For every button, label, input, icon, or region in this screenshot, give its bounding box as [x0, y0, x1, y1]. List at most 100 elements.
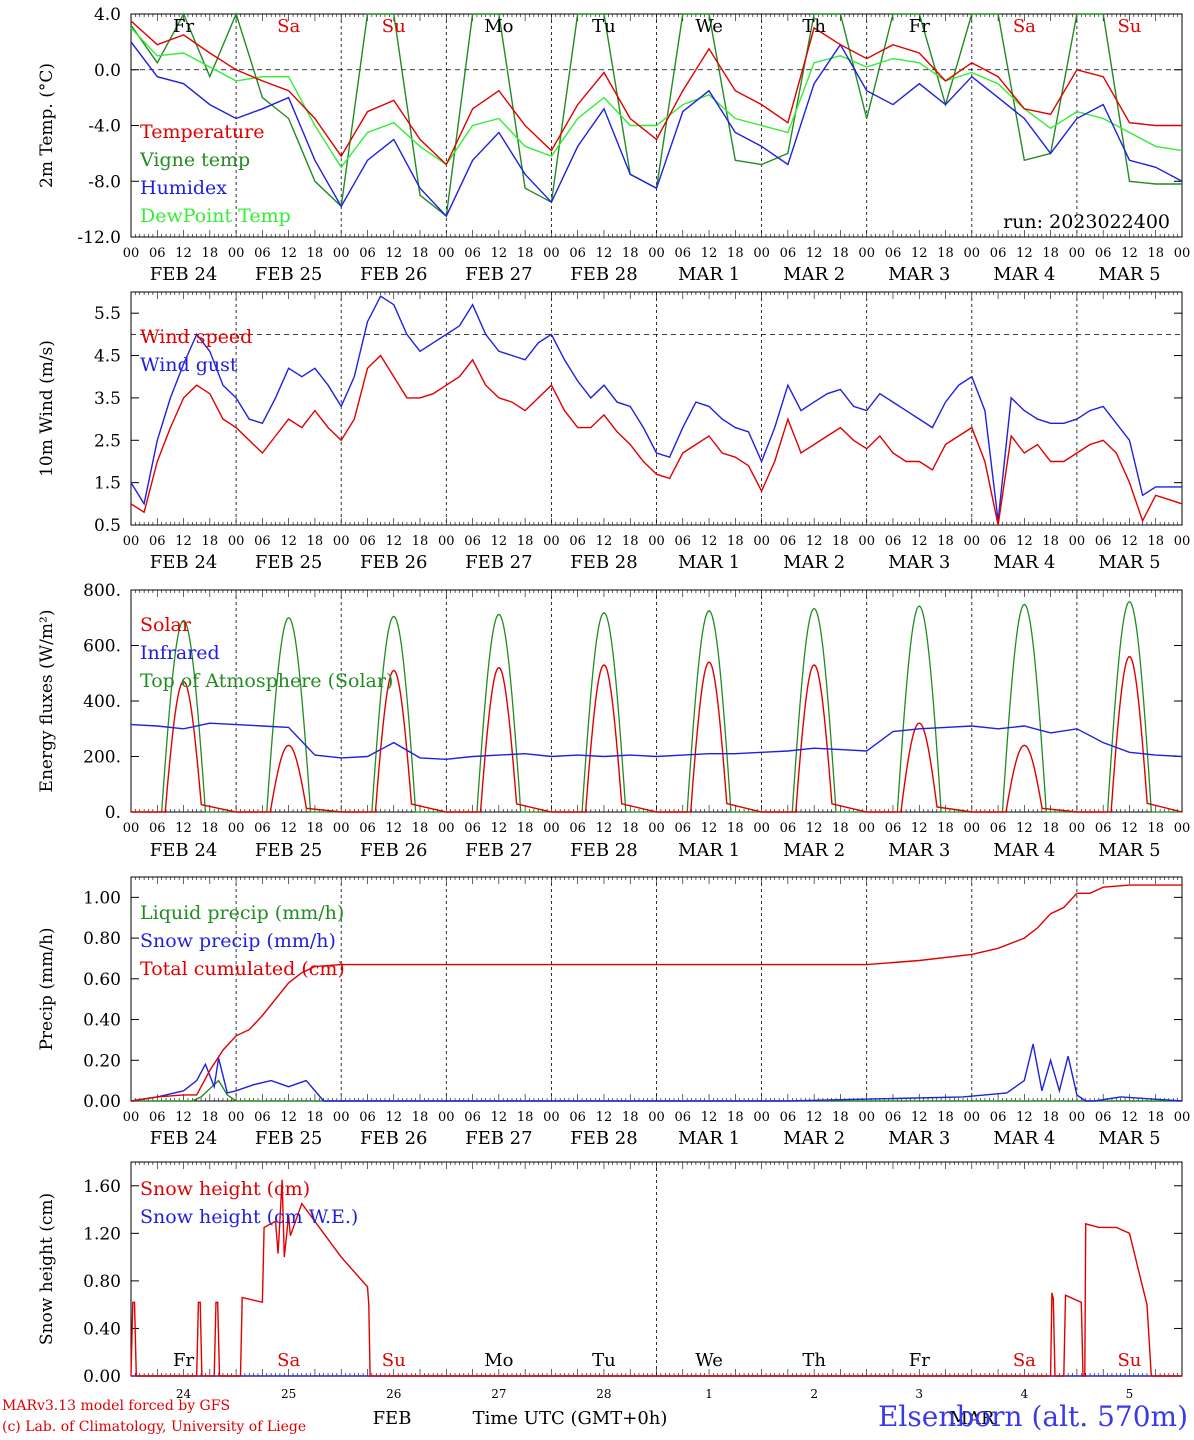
hour-tick-label: 06	[359, 534, 376, 549]
hour-tick-label: 06	[780, 534, 797, 549]
hour-tick-label: 18	[202, 246, 219, 261]
date-label: MAR 3	[888, 552, 950, 573]
legend-liquid-precip-mm-h: Liquid precip (mm/h)	[140, 902, 344, 924]
y-tick-label: 0.0	[94, 61, 121, 81]
hour-tick-label: 12	[596, 246, 613, 261]
hour-tick-label: 12	[1016, 821, 1033, 836]
hour-tick-label: 06	[885, 534, 902, 549]
hour-tick-label: 00	[753, 534, 770, 549]
hour-tick-label: 00	[648, 534, 665, 549]
hour-tick-label: 00	[1174, 246, 1191, 261]
hour-tick-label: 06	[780, 821, 797, 836]
y-tick-label: 400.	[83, 692, 121, 712]
date-label: FEB 27	[465, 1128, 532, 1149]
hour-tick-label: 18	[1042, 821, 1059, 836]
hour-tick-label: 06	[990, 534, 1007, 549]
hour-tick-label: 06	[254, 1110, 271, 1125]
date-label: FEB 28	[570, 264, 637, 285]
day-number-label: 1	[705, 1387, 713, 1401]
hour-tick-label: 00	[438, 534, 455, 549]
day-number-label: 26	[386, 1387, 401, 1401]
hour-tick-label: 12	[385, 246, 402, 261]
hour-tick-label: 06	[149, 821, 166, 836]
legend-dewpoint-temp: DewPoint Temp	[140, 205, 291, 227]
y-tick-label: 0.00	[83, 1092, 121, 1112]
legend-temperature: Temperature	[140, 121, 264, 143]
hour-tick-label: 00	[333, 821, 350, 836]
hour-tick-label: 12	[911, 246, 928, 261]
y-tick-label: 600.	[83, 637, 121, 657]
date-label: FEB 27	[465, 264, 532, 285]
day-number-label: 5	[1126, 1387, 1134, 1401]
series-temperature	[130, 20, 1182, 166]
y-tick-label: 0.5	[94, 516, 121, 536]
hour-tick-label: 06	[569, 246, 586, 261]
hour-tick-label: 00	[964, 821, 981, 836]
date-label: MAR 5	[1098, 840, 1160, 861]
hour-tick-label: 06	[359, 821, 376, 836]
hour-tick-label: 18	[937, 534, 954, 549]
hour-tick-label: 00	[1069, 534, 1086, 549]
hour-tick-label: 00	[543, 821, 560, 836]
hour-tick-label: 12	[911, 1110, 928, 1125]
hour-tick-label: 12	[385, 1110, 402, 1125]
hour-tick-label: 00	[964, 246, 981, 261]
hour-tick-label: 12	[1016, 246, 1033, 261]
weekday-label: Th	[802, 16, 826, 37]
station-name: Elsenborn (alt. 570m)	[877, 1400, 1188, 1433]
hour-tick-label: 12	[385, 534, 402, 549]
hour-tick-label: 12	[175, 1110, 192, 1125]
hour-tick-label: 00	[438, 246, 455, 261]
hour-tick-label: 12	[1121, 534, 1138, 549]
series-snow-precip	[130, 1043, 1183, 1102]
hour-tick-label: 18	[412, 1110, 429, 1125]
y-axis-title: Snow height (cm)	[37, 1193, 57, 1345]
hour-tick-label: 06	[149, 246, 166, 261]
hour-tick-label: 18	[307, 1110, 324, 1125]
y-tick-label: 2.5	[94, 431, 121, 451]
weekday-label: Su	[382, 16, 406, 37]
day-number-label: 27	[491, 1387, 506, 1401]
hour-tick-label: 06	[675, 246, 692, 261]
hour-tick-label: 00	[1069, 821, 1086, 836]
hour-tick-label: 18	[727, 246, 744, 261]
date-label: MAR 2	[783, 264, 845, 285]
run-annotation: run: 2023022400	[1003, 211, 1170, 233]
date-label: FEB 24	[150, 1128, 217, 1149]
hour-tick-label: 18	[202, 1110, 219, 1125]
hour-tick-label: 18	[1147, 246, 1164, 261]
hour-tick-label: 12	[596, 1110, 613, 1125]
legend-snow-precip-mm-h: Snow precip (mm/h)	[140, 930, 336, 952]
hour-tick-label: 00	[858, 1110, 875, 1125]
hour-tick-label: 06	[990, 821, 1007, 836]
y-tick-label: -4.0	[88, 117, 121, 137]
weekday-label-bottom: Sa	[1013, 1350, 1036, 1371]
hour-tick-label: 06	[569, 534, 586, 549]
hour-tick-label: 00	[648, 1110, 665, 1125]
y-tick-label: 0.80	[83, 1272, 121, 1292]
hour-tick-label: 12	[280, 1110, 297, 1125]
weekday-label: Su	[1117, 16, 1141, 37]
hour-tick-label: 12	[701, 1110, 718, 1125]
hour-tick-label: 12	[491, 246, 508, 261]
hour-tick-label: 00	[438, 1110, 455, 1125]
day-number-label: 28	[596, 1387, 611, 1401]
date-label: MAR 1	[678, 264, 740, 285]
date-label: MAR 3	[888, 840, 950, 861]
hour-tick-label: 00	[228, 1110, 245, 1125]
date-label: FEB 25	[255, 840, 322, 861]
y-tick-label: 800.	[83, 581, 121, 601]
hour-tick-label: 00	[123, 1110, 140, 1125]
weekday-label-bottom: Su	[1117, 1350, 1141, 1371]
legend-solar: Solar	[140, 614, 192, 636]
date-label: MAR 3	[888, 264, 950, 285]
hour-tick-label: 18	[412, 246, 429, 261]
hour-tick-label: 18	[727, 1110, 744, 1125]
hour-tick-label: 06	[464, 534, 481, 549]
hour-tick-label: 06	[1095, 246, 1112, 261]
hour-tick-label: 18	[202, 534, 219, 549]
x-axis-title: Time UTC (GMT+0h)	[473, 1408, 668, 1429]
hour-tick-label: 06	[569, 1110, 586, 1125]
weekday-label-bottom: Fr	[909, 1350, 930, 1371]
hour-tick-label: 18	[1042, 534, 1059, 549]
